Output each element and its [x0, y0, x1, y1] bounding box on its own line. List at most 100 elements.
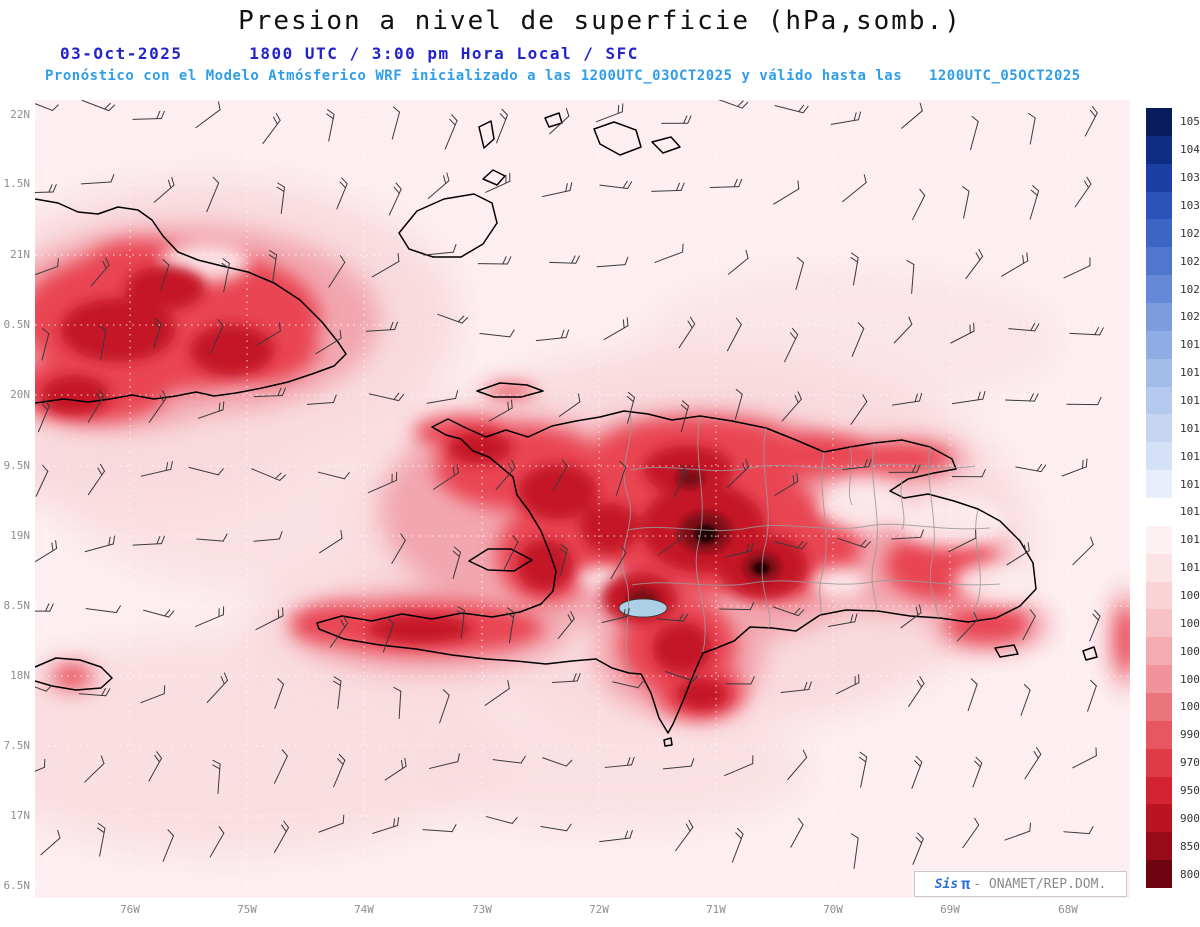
wind-barb — [906, 260, 915, 294]
wind-barb — [333, 676, 342, 709]
wind-barb — [148, 390, 167, 423]
wind-barb — [195, 101, 221, 129]
wind-barb — [912, 188, 926, 221]
wind-barb — [209, 826, 225, 858]
wind-barb — [1004, 822, 1031, 841]
wind-barb — [774, 104, 809, 114]
wind-barb — [328, 255, 346, 288]
wind-barb — [488, 399, 513, 422]
colorbar-level: 1014 — [1146, 470, 1200, 499]
wind-barb — [503, 535, 519, 570]
wind-barb — [1072, 747, 1097, 769]
wind-barb — [603, 317, 629, 341]
wind-barb — [542, 182, 573, 198]
lon-label: 72W — [589, 903, 609, 916]
lat-label: 8.5N — [3, 599, 31, 612]
wind-barb — [967, 678, 978, 712]
wind-barb — [80, 174, 115, 185]
colorbar-value: 970 — [1180, 756, 1200, 770]
lon-label: 74W — [354, 903, 374, 916]
colorbar-swatch — [1146, 247, 1172, 276]
lat-label: 21N — [10, 248, 30, 261]
pressure-colorbar: 1050 1040 1038 1030 1028 1025 1022 1020 1019 1018… — [1146, 108, 1200, 889]
wind-barb — [1063, 257, 1091, 279]
wind-barb — [35, 258, 59, 276]
wind-barb — [1022, 609, 1036, 641]
wind-barb — [718, 100, 749, 109]
wind-barb — [485, 816, 518, 824]
wind-barb — [456, 605, 465, 639]
wind-barb — [911, 755, 923, 789]
colorbar-swatch — [1146, 720, 1172, 749]
colorbar-level: 1030 — [1146, 191, 1200, 220]
wind-barb — [725, 542, 754, 558]
wind-barb — [153, 317, 162, 349]
colorbar-level: 1022 — [1146, 275, 1200, 304]
wind-barb — [891, 392, 923, 406]
wind-barb — [947, 529, 977, 553]
wind-barb — [1008, 323, 1040, 332]
wind-barb — [962, 817, 980, 849]
wind-barb — [893, 316, 913, 344]
colorbar-level: 1050 — [1146, 108, 1200, 136]
wind-barb — [540, 823, 572, 832]
wind-barb — [148, 751, 163, 782]
wind-barb — [850, 833, 859, 870]
wind-barb — [970, 115, 979, 151]
wind-barb — [97, 822, 106, 857]
wind-barb — [858, 751, 868, 788]
wind-barb — [81, 100, 116, 112]
colorbar-level: 1028 — [1146, 219, 1200, 248]
colorbar-swatch — [1146, 303, 1172, 331]
wind-barb — [367, 471, 398, 494]
wind-barb — [188, 466, 224, 476]
colorbar-swatch — [1146, 525, 1172, 554]
wind-barb — [908, 676, 925, 707]
lon-label: 75W — [237, 903, 257, 916]
colorbar-swatch — [1146, 804, 1172, 833]
wind-barb — [774, 541, 808, 550]
wind-barb — [162, 829, 174, 862]
colorbar-value: 1016 — [1180, 421, 1200, 435]
wind-barb — [195, 606, 225, 627]
lon-label: 69W — [940, 903, 960, 916]
wind-barb — [391, 106, 401, 140]
graticule — [35, 100, 1130, 898]
wind-barb — [85, 605, 121, 614]
colorbar-level: 850 — [1146, 832, 1200, 861]
wind-barb — [662, 758, 695, 770]
wind-barb — [427, 172, 450, 199]
wind-barb — [35, 464, 49, 497]
wind-barb — [962, 186, 970, 219]
colorbar-level: 1010 — [1146, 553, 1200, 582]
colorbar-level: 1008 — [1146, 581, 1200, 610]
colorbar-level: 900 — [1146, 804, 1200, 833]
colorbar-value: 1013 — [1180, 505, 1200, 519]
wind-barb — [709, 178, 743, 189]
colorbar-value: 1030 — [1180, 199, 1200, 212]
wind-barb — [372, 817, 400, 834]
wind-barb — [835, 674, 860, 695]
lat-label: 17N — [10, 809, 30, 822]
colorbar-value: 1020 — [1180, 310, 1200, 324]
colorbar-value: 1025 — [1180, 254, 1200, 268]
wind-barb — [132, 535, 165, 546]
wind-barb — [35, 540, 58, 563]
wind-barb — [262, 112, 281, 144]
wind-barb — [725, 676, 755, 685]
wind-barb — [1087, 679, 1097, 712]
wind-barb — [901, 102, 923, 129]
colorbar-swatch — [1146, 108, 1172, 136]
wind-barb — [35, 103, 59, 111]
colorbar-swatch — [1146, 832, 1172, 861]
wind-barb — [336, 177, 348, 210]
wind-barb — [196, 533, 228, 542]
colorbar-level: 1038 — [1146, 163, 1200, 192]
wind-barb — [726, 317, 742, 352]
colorbar-level: 1017 — [1146, 386, 1200, 415]
lon-label: 73W — [472, 903, 492, 916]
colorbar-swatch — [1146, 498, 1172, 526]
wind-barb — [774, 472, 799, 496]
wind-barb — [319, 529, 343, 554]
